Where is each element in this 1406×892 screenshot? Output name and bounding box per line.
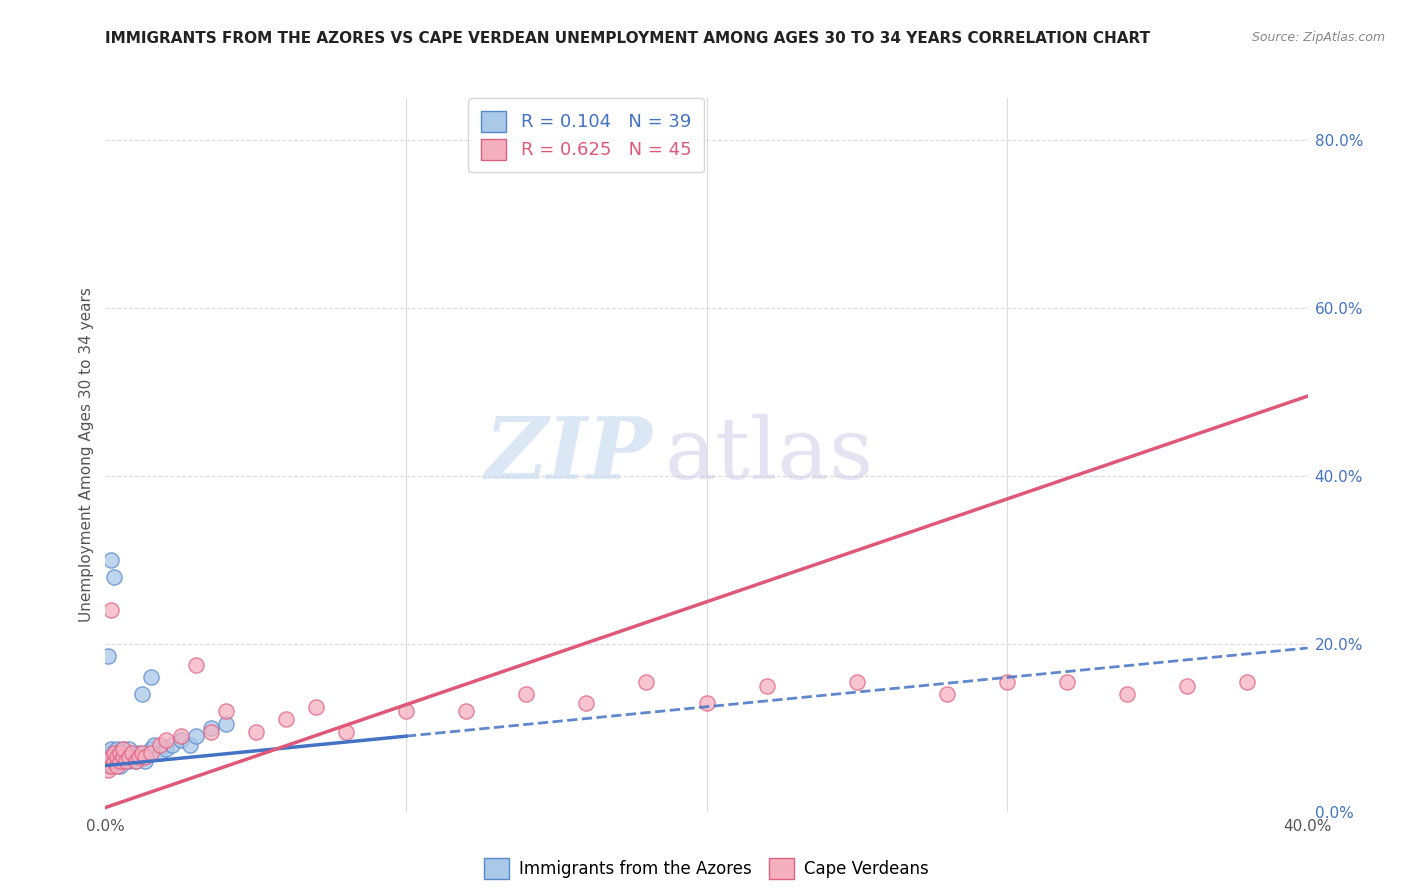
Point xyxy=(100,758,122,772)
Point xyxy=(103,569,125,583)
Point xyxy=(214,716,236,731)
Point xyxy=(155,741,177,756)
Point xyxy=(103,758,125,772)
Point xyxy=(755,679,778,693)
Point xyxy=(214,704,236,718)
Point xyxy=(100,741,122,756)
Point xyxy=(100,746,122,760)
Point xyxy=(395,704,418,718)
Point xyxy=(131,687,153,701)
Point xyxy=(112,750,135,764)
Point xyxy=(103,746,125,760)
Point xyxy=(107,750,129,764)
Point xyxy=(134,755,156,769)
Point xyxy=(1236,674,1258,689)
Point xyxy=(936,687,959,701)
Point xyxy=(115,755,138,769)
Point xyxy=(107,758,129,772)
Point xyxy=(636,674,658,689)
Point xyxy=(107,741,129,756)
Point xyxy=(124,755,146,769)
Point xyxy=(169,729,191,743)
Point xyxy=(110,746,132,760)
Point xyxy=(160,738,183,752)
Point xyxy=(139,741,162,756)
Point xyxy=(128,746,150,760)
Point xyxy=(118,741,141,756)
Point xyxy=(274,712,297,726)
Y-axis label: Unemployment Among Ages 30 to 34 years: Unemployment Among Ages 30 to 34 years xyxy=(79,287,94,623)
Point xyxy=(112,755,135,769)
Point xyxy=(103,755,125,769)
Point xyxy=(179,738,201,752)
Point xyxy=(118,750,141,764)
Point xyxy=(139,746,162,760)
Point xyxy=(100,603,122,617)
Text: Source: ZipAtlas.com: Source: ZipAtlas.com xyxy=(1251,31,1385,45)
Point xyxy=(97,649,120,664)
Point xyxy=(142,738,165,752)
Point xyxy=(97,750,120,764)
Point xyxy=(1056,674,1078,689)
Point xyxy=(128,750,150,764)
Point xyxy=(110,750,132,764)
Point xyxy=(100,553,122,567)
Point xyxy=(112,741,135,756)
Point xyxy=(97,755,120,769)
Point xyxy=(148,746,170,760)
Point xyxy=(112,741,135,756)
Point xyxy=(454,704,477,718)
Point xyxy=(245,725,267,739)
Point xyxy=(139,670,162,684)
Point xyxy=(155,733,177,747)
Point xyxy=(110,746,132,760)
Point xyxy=(97,758,120,772)
Point xyxy=(1175,679,1198,693)
Point xyxy=(575,696,598,710)
Point xyxy=(124,755,146,769)
Point xyxy=(121,750,143,764)
Point xyxy=(200,725,222,739)
Point xyxy=(845,674,868,689)
Point xyxy=(118,755,141,769)
Legend: Immigrants from the Azores, Cape Verdeans: Immigrants from the Azores, Cape Verdean… xyxy=(478,852,935,886)
Point xyxy=(184,657,207,672)
Point xyxy=(100,750,122,764)
Point xyxy=(1116,687,1139,701)
Point xyxy=(131,746,153,760)
Point xyxy=(110,758,132,772)
Point xyxy=(200,721,222,735)
Point xyxy=(100,755,122,769)
Point xyxy=(995,674,1018,689)
Point xyxy=(97,763,120,777)
Point xyxy=(335,725,357,739)
Point xyxy=(515,687,537,701)
Point xyxy=(696,696,718,710)
Point xyxy=(107,755,129,769)
Point xyxy=(148,738,170,752)
Point xyxy=(103,750,125,764)
Point xyxy=(184,729,207,743)
Text: ZIP: ZIP xyxy=(485,413,652,497)
Point xyxy=(103,746,125,760)
Point xyxy=(305,699,328,714)
Point xyxy=(169,733,191,747)
Point xyxy=(115,750,138,764)
Text: IMMIGRANTS FROM THE AZORES VS CAPE VERDEAN UNEMPLOYMENT AMONG AGES 30 TO 34 YEAR: IMMIGRANTS FROM THE AZORES VS CAPE VERDE… xyxy=(105,31,1150,46)
Point xyxy=(121,746,143,760)
Point xyxy=(110,755,132,769)
Text: atlas: atlas xyxy=(665,413,873,497)
Point xyxy=(115,746,138,760)
Point xyxy=(131,750,153,764)
Point xyxy=(134,750,156,764)
